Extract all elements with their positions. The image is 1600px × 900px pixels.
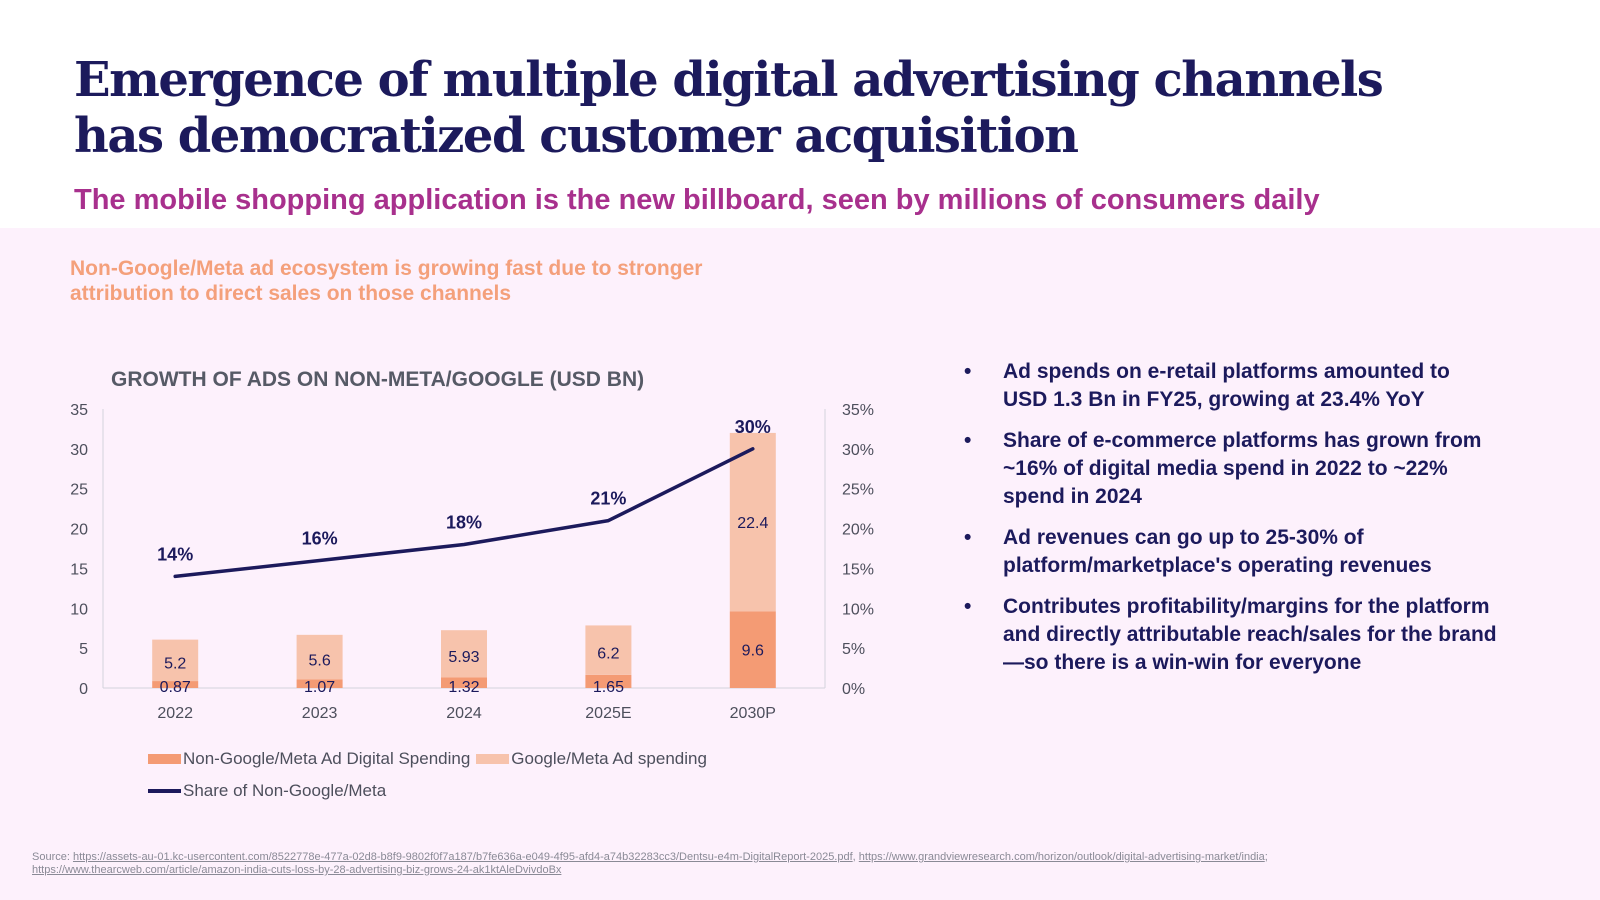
y-tick-label-right: 35% — [842, 402, 874, 419]
callout-text: Non-Google/Meta ad ecosystem is growing … — [70, 257, 703, 305]
legend-label: Non-Google/Meta Ad Digital Spending — [183, 749, 471, 768]
bar-google-meta — [585, 625, 632, 675]
legend-label: Google/Meta Ad spending — [511, 749, 707, 768]
title-line-2: has democratized customer acquisition — [74, 108, 1079, 164]
y-tick-label-left: 25 — [70, 482, 88, 499]
title-line-1: Emergence of multiple digital advertisin… — [74, 52, 1384, 108]
bullet-item: • Contributes profitability/margins for t… — [960, 593, 1500, 677]
chart-legend: Non-Google/Meta Ad Digital Spending Goog… — [148, 748, 713, 812]
y-tick-label-left: 0 — [79, 681, 88, 698]
bar-value-label-non-google-meta: 9.6 — [742, 643, 764, 660]
x-tick-label: 2024 — [446, 705, 482, 722]
y-tick-label-left: 20 — [70, 522, 88, 539]
bullet-dot-icon: • — [964, 429, 972, 452]
bar-non-google-meta — [585, 674, 632, 688]
share-line-data-label: 18% — [446, 513, 482, 533]
x-tick-label: 2030P — [730, 705, 776, 722]
bullet-text: Ad spends on e-retail platforms amounted… — [1003, 360, 1450, 411]
source-link-arcweb[interactable]: https://www.thearcweb.com/article/amazon… — [32, 864, 562, 876]
x-tick-label: 2025E — [585, 705, 631, 722]
bar-non-google-meta — [152, 681, 199, 688]
bar-non-google-meta — [729, 611, 776, 688]
bullet-text: Contributes profitability/margins for th… — [1003, 595, 1497, 674]
y-tick-label-right: 30% — [842, 442, 874, 459]
bar-value-label-google-meta: 5.2 — [164, 655, 186, 672]
page-title: Emergence of multiple digital advertisin… — [74, 52, 1474, 164]
y-tick-label-right: 15% — [842, 561, 874, 578]
y-tick-label-right: 0% — [842, 681, 865, 698]
bullet-dot-icon: • — [964, 526, 972, 549]
page-subtitle: The mobile shopping application is the n… — [74, 184, 1320, 216]
bullet-item: • Ad revenues can go up to 25-30% of plat… — [960, 524, 1500, 580]
bullet-text: Share of e-commerce platforms has grown … — [1003, 429, 1482, 508]
y-tick-label-right: 25% — [842, 482, 874, 499]
bar-google-meta — [152, 639, 199, 682]
legend-item-share-line: Share of Non-Google/Meta — [148, 781, 386, 801]
legend-swatch-google-meta — [476, 754, 510, 764]
bar-value-label-google-meta: 22.4 — [737, 515, 768, 532]
content-panel — [0, 228, 1600, 900]
source-separator: ; — [1264, 851, 1268, 863]
y-tick-label-left: 5 — [79, 641, 88, 658]
bar-google-meta — [296, 634, 343, 680]
share-line-data-label: 16% — [302, 528, 338, 548]
stacked-bar-line-chart: 0 5 10 15 20 25 30 35 0% 5% 10% 15% 20% 25% 30% 35% 2022… — [70, 402, 874, 722]
chart-title: GROWTH OF ADS ON NON-META/GOOGLE (USD BN… — [111, 368, 645, 391]
share-line-data-label: 30% — [735, 417, 771, 437]
share-line-data-label: 21% — [590, 489, 626, 509]
bar-value-label-non-google-meta: 1.07 — [304, 679, 335, 696]
bullet-dot-icon: • — [964, 595, 972, 618]
y-tick-label-left: 30 — [70, 442, 88, 459]
y-tick-label-right: 20% — [842, 522, 874, 539]
bar-value-label-google-meta: 5.93 — [448, 649, 479, 666]
share-line-data-label: 14% — [157, 544, 193, 564]
legend-item-non-google-meta: Non-Google/Meta Ad Digital Spending — [148, 749, 470, 769]
x-tick-label: 2022 — [157, 705, 193, 722]
source-separator: , — [852, 851, 859, 863]
source-link-grandview[interactable]: https://www.grandviewresearch.com/horizo… — [858, 851, 1265, 863]
legend-swatch-non-google-meta — [148, 754, 181, 764]
legend-label: Share of Non-Google/Meta — [183, 781, 387, 800]
y-tick-label-left: 35 — [70, 402, 88, 419]
bullet-item: • Ad spends on e-retail platforms amounte… — [960, 358, 1500, 414]
bar-non-google-meta — [441, 677, 487, 688]
bar-value-label-google-meta: 6.2 — [597, 646, 619, 663]
bullet-item: • Share of e-commerce platforms has grown… — [960, 427, 1500, 511]
bar-google-meta — [729, 432, 776, 612]
bar-value-label-non-google-meta: 1.65 — [593, 679, 624, 696]
bullet-text: Ad revenues can go up to 25-30% of platf… — [1003, 526, 1432, 577]
y-tick-label-right: 10% — [842, 601, 874, 618]
bar-value-label-non-google-meta: 0.87 — [160, 679, 191, 696]
y-tick-label-right: 5% — [842, 641, 865, 658]
bar-value-label-google-meta: 5.6 — [308, 652, 330, 669]
bar-google-meta — [441, 630, 487, 678]
source-link-dentsu[interactable]: https://assets-au-01.kc-usercontent.com/… — [72, 851, 853, 863]
source-label: Source: — [32, 851, 73, 863]
x-tick-label: 2023 — [302, 705, 338, 722]
share-line-series — [173, 447, 755, 579]
y-tick-label-left: 15 — [70, 561, 88, 578]
bar-non-google-meta — [296, 679, 343, 688]
source-footnote: Source: https://assets-au-01.kc-usercont… — [32, 851, 1572, 877]
bullet-dot-icon: • — [964, 360, 972, 383]
key-points-list: • Ad spends on e-retail platforms amounte… — [960, 358, 1500, 690]
legend-item-google-meta: Google/Meta Ad spending — [476, 749, 707, 769]
legend-swatch-share-line — [148, 789, 181, 793]
bar-value-label-non-google-meta: 1.32 — [448, 679, 479, 696]
y-tick-label-left: 10 — [70, 601, 88, 618]
